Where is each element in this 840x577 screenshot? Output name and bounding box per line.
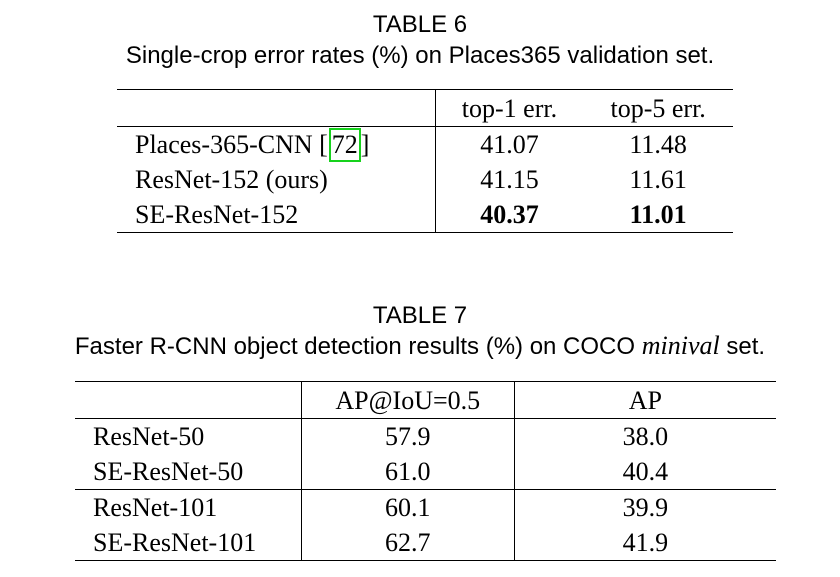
table6-row-name: ResNet-152 (ours) xyxy=(135,165,328,194)
table7-header-empty xyxy=(75,381,302,419)
table6-top1-value: 41.15 xyxy=(434,162,584,197)
table7-ap50-value: 60.1 xyxy=(300,489,515,525)
table7-row-name: SE-ResNet-101 xyxy=(75,525,302,561)
table6-row-name: SE-ResNet-152 xyxy=(117,197,436,233)
table7-ap50-value: 62.7 xyxy=(300,525,515,561)
table7-ap-value: 41.9 xyxy=(514,525,776,561)
table7-header-ap: AP xyxy=(514,381,776,419)
table6-header-empty xyxy=(117,89,436,127)
table7-caption-pre: Faster R-CNN object detection results (%… xyxy=(74,333,642,360)
table6-label: TABLE 6 xyxy=(372,11,468,38)
table6-header-row: top-1 err. top-5 err. xyxy=(117,89,733,127)
table7-row-name: ResNet-101 xyxy=(93,493,218,522)
table6: top-1 err. top-5 err. Places-365-CNN [72… xyxy=(117,89,733,233)
table7-caption-italic: minival xyxy=(641,331,720,360)
table7-header-ap50: AP@IoU=0.5 xyxy=(300,381,515,419)
table7-caption-post: set. xyxy=(719,333,766,360)
table7-ap50-value: 61.0 xyxy=(300,454,515,490)
table6-caption: Single-crop error rates (%) on Places365… xyxy=(125,42,715,69)
table-row: Places-365-CNN [72] 41.07 11.48 xyxy=(117,126,733,162)
table7-ap-value: 38.0 xyxy=(622,422,669,451)
table6-header-top1: top-1 err. xyxy=(434,89,584,127)
table7-ap50-value: 57.9 xyxy=(300,418,515,454)
table7-ap-value: 40.4 xyxy=(514,454,776,490)
table6-top5-value: 11.48 xyxy=(629,130,687,159)
table6-top1-value: 40.37 xyxy=(434,197,584,233)
table-row: ResNet-101 60.1 39.9 xyxy=(75,489,776,525)
citation-close-bracket: ] xyxy=(360,130,370,159)
table6-top5-value: 11.01 xyxy=(583,197,733,233)
table6-header-top5: top-5 err. xyxy=(583,89,733,127)
table-row: SE-ResNet-50 61.0 40.4 xyxy=(75,454,776,490)
table6-top1-value: 41.07 xyxy=(434,126,584,162)
table7-row-name: ResNet-50 xyxy=(93,422,205,451)
table7-ap-value: 39.9 xyxy=(622,493,669,522)
table-row: ResNet-50 57.9 38.0 xyxy=(75,418,776,454)
table7-row-name: SE-ResNet-50 xyxy=(75,454,302,490)
table7-header-row: AP@IoU=0.5 AP xyxy=(75,381,776,419)
table6-row-name: Places-365-CNN [72] xyxy=(117,127,435,162)
table-row: ResNet-152 (ours) 41.15 11.61 xyxy=(117,162,733,197)
table-row: SE-ResNet-152 40.37 11.01 xyxy=(117,197,733,233)
table7: AP@IoU=0.5 AP ResNet-50 57.9 38.0 SE-Res… xyxy=(75,381,776,561)
table6-top5-value: 11.61 xyxy=(629,165,687,194)
citation-link[interactable]: 72 xyxy=(328,128,361,162)
table7-caption: Faster R-CNN object detection results (%… xyxy=(0,331,840,362)
table-row: SE-ResNet-101 62.7 41.9 xyxy=(75,525,776,561)
table7-label: TABLE 7 xyxy=(372,302,468,329)
model-name: Places-365-CNN [ xyxy=(135,130,328,159)
